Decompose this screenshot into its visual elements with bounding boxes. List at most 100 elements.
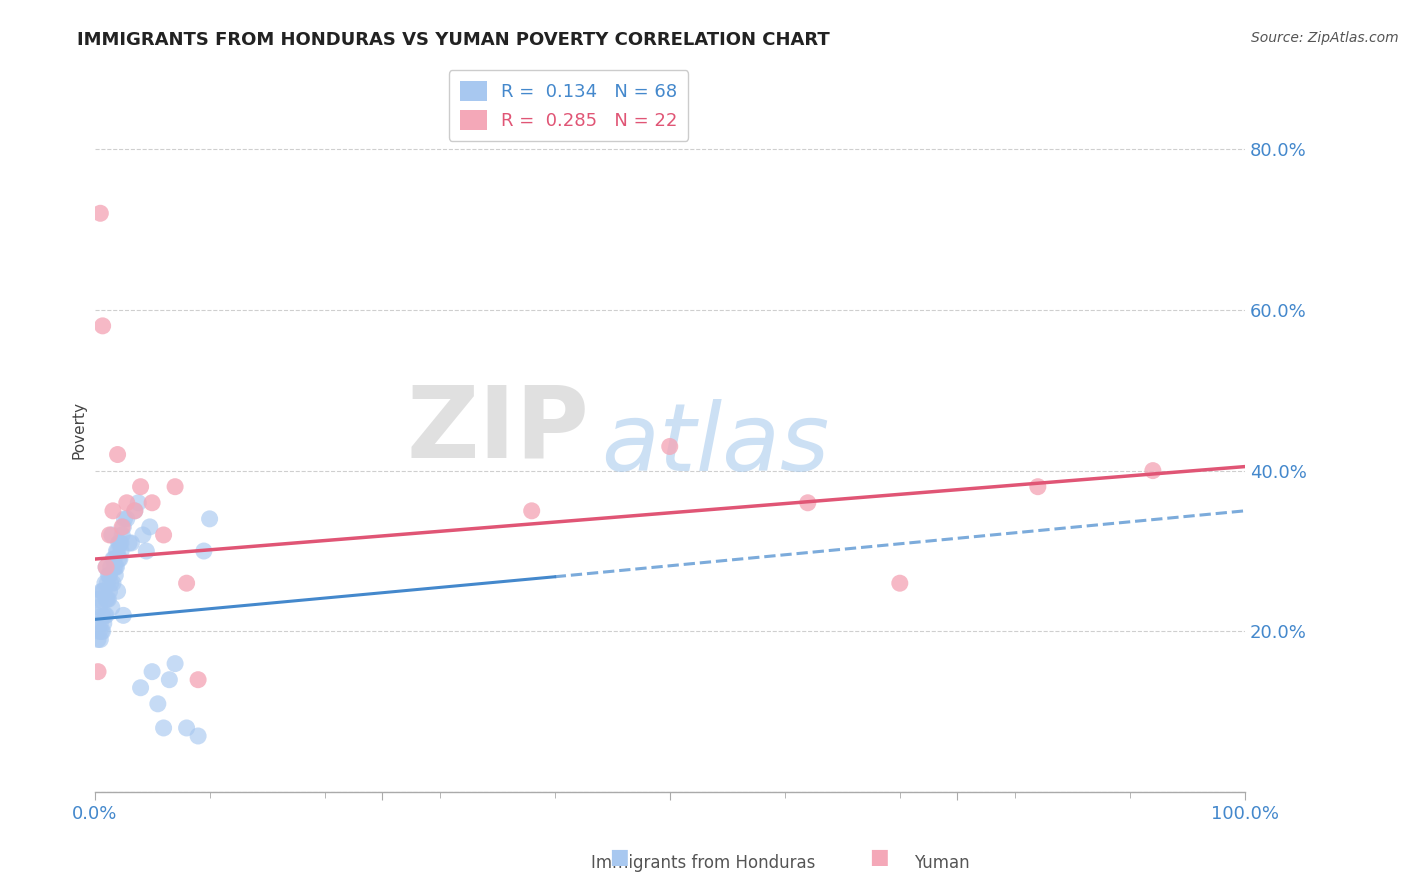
Point — [89, 616, 111, 631]
Point — [520, 504, 543, 518]
Point — [90, 624, 112, 639]
Point — [111, 528, 134, 542]
Point — [94, 592, 117, 607]
Point — [114, 512, 136, 526]
Point — [129, 480, 152, 494]
Point — [193, 544, 215, 558]
Point — [112, 608, 135, 623]
Point — [115, 496, 138, 510]
Point — [98, 568, 121, 582]
Point — [658, 440, 681, 454]
Point — [101, 528, 124, 542]
Point — [86, 608, 108, 623]
Point — [101, 552, 124, 566]
Point — [889, 576, 911, 591]
Point — [105, 544, 128, 558]
Point — [87, 592, 110, 607]
Point — [110, 536, 132, 550]
Point — [112, 520, 135, 534]
Y-axis label: Poverty: Poverty — [72, 401, 86, 459]
Point — [135, 544, 157, 558]
Point — [110, 544, 132, 558]
Point — [91, 624, 114, 639]
Point — [91, 584, 114, 599]
Point — [107, 544, 129, 558]
Point — [101, 576, 124, 591]
Point — [141, 496, 163, 510]
Point — [108, 536, 131, 550]
Point — [100, 560, 122, 574]
Point — [89, 632, 111, 647]
Point — [100, 576, 122, 591]
Point — [89, 592, 111, 607]
Point — [97, 568, 120, 582]
Point — [96, 592, 118, 607]
Point — [124, 504, 146, 518]
Point — [1026, 480, 1049, 494]
Point — [139, 520, 162, 534]
Point — [111, 520, 134, 534]
Point — [105, 560, 128, 574]
Point — [94, 576, 117, 591]
Point — [87, 665, 110, 679]
Point — [90, 584, 112, 599]
Point — [157, 673, 180, 687]
Text: ■: ■ — [869, 847, 889, 867]
Point — [108, 552, 131, 566]
Point — [141, 665, 163, 679]
Point — [98, 584, 121, 599]
Point — [94, 560, 117, 574]
Text: Yuman: Yuman — [914, 855, 970, 872]
Point — [118, 536, 141, 550]
Point — [176, 576, 198, 591]
Point — [93, 584, 115, 599]
Point — [97, 592, 120, 607]
Point — [165, 657, 187, 671]
Point — [797, 496, 820, 510]
Point — [107, 536, 129, 550]
Point — [104, 560, 127, 574]
Text: ■: ■ — [609, 847, 628, 867]
Point — [107, 448, 129, 462]
Point — [198, 512, 221, 526]
Point — [120, 536, 142, 550]
Point — [146, 697, 169, 711]
Point — [101, 600, 124, 615]
Text: Immigrants from Honduras: Immigrants from Honduras — [591, 855, 815, 872]
Point — [107, 584, 129, 599]
Point — [132, 528, 155, 542]
Point — [187, 729, 209, 743]
Point — [103, 552, 125, 566]
Point — [103, 560, 125, 574]
Point — [107, 552, 129, 566]
Point — [165, 480, 187, 494]
Text: IMMIGRANTS FROM HONDURAS VS YUMAN POVERTY CORRELATION CHART: IMMIGRANTS FROM HONDURAS VS YUMAN POVERT… — [77, 31, 830, 49]
Point — [104, 568, 127, 582]
Point — [94, 608, 117, 623]
Point — [91, 318, 114, 333]
Text: atlas: atlas — [600, 400, 830, 491]
Point — [89, 624, 111, 639]
Point — [91, 608, 114, 623]
Point — [89, 600, 111, 615]
Point — [115, 512, 138, 526]
Point — [89, 206, 111, 220]
Point — [96, 576, 118, 591]
Point — [94, 560, 117, 574]
Point — [176, 721, 198, 735]
Point — [101, 504, 124, 518]
Point — [127, 496, 149, 510]
Point — [129, 681, 152, 695]
Legend: R =  0.134   N = 68, R =  0.285   N = 22: R = 0.134 N = 68, R = 0.285 N = 22 — [449, 70, 689, 141]
Point — [87, 632, 110, 647]
Point — [1142, 464, 1164, 478]
Point — [98, 528, 121, 542]
Text: ZIP: ZIP — [406, 382, 589, 479]
Point — [152, 721, 174, 735]
Text: Source: ZipAtlas.com: Source: ZipAtlas.com — [1251, 31, 1399, 45]
Point — [152, 528, 174, 542]
Point — [124, 504, 146, 518]
Point — [93, 616, 115, 631]
Point — [187, 673, 209, 687]
Point — [94, 608, 117, 623]
